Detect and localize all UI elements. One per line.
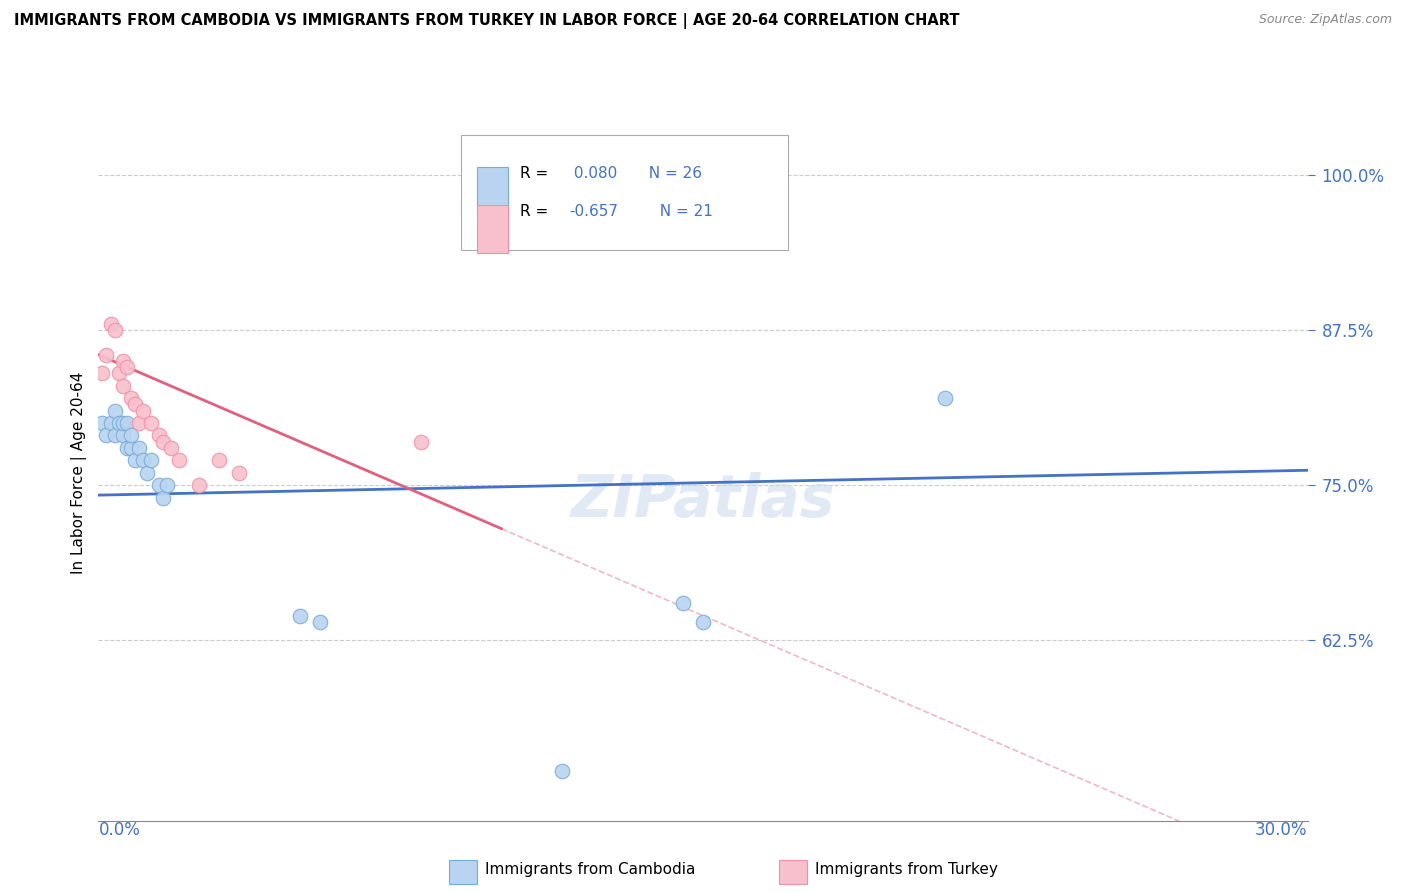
Point	[132, 453, 155, 467]
Point	[111, 416, 134, 430]
Point	[208, 453, 231, 467]
Y-axis label: In Labor Force | Age 20-64: In Labor Force | Age 20-64	[72, 372, 87, 574]
Text: N = 26: N = 26	[638, 166, 702, 181]
Text: Immigrants from Cambodia: Immigrants from Cambodia	[485, 863, 696, 877]
Text: 30.0%: 30.0%	[1256, 821, 1308, 838]
Point	[148, 478, 170, 492]
Text: R =: R =	[520, 166, 554, 181]
Point	[103, 403, 125, 417]
Point	[103, 323, 125, 337]
Point	[132, 403, 155, 417]
Point	[139, 416, 162, 430]
Point	[120, 391, 142, 405]
Point	[120, 441, 142, 455]
Point	[115, 416, 138, 430]
Point	[551, 764, 574, 778]
Point	[135, 466, 157, 480]
Point	[152, 434, 174, 449]
Point	[692, 615, 714, 629]
Point	[100, 317, 122, 331]
Text: 0.0%: 0.0%	[98, 821, 141, 838]
Point	[139, 453, 162, 467]
Point	[128, 416, 150, 430]
Point	[107, 416, 129, 430]
Text: Immigrants from Turkey: Immigrants from Turkey	[815, 863, 998, 877]
Point	[672, 596, 695, 610]
Point	[96, 428, 118, 442]
Point	[124, 453, 146, 467]
Point	[152, 491, 174, 505]
Point	[167, 453, 190, 467]
FancyBboxPatch shape	[477, 205, 509, 253]
Text: IMMIGRANTS FROM CAMBODIA VS IMMIGRANTS FROM TURKEY IN LABOR FORCE | AGE 20-64 CO: IMMIGRANTS FROM CAMBODIA VS IMMIGRANTS F…	[14, 13, 959, 29]
Point	[160, 441, 183, 455]
Point	[107, 367, 129, 381]
Point	[96, 348, 118, 362]
Point	[288, 608, 311, 623]
Point	[115, 360, 138, 375]
Point	[309, 615, 332, 629]
Point	[934, 391, 956, 405]
Point	[120, 428, 142, 442]
Point	[91, 367, 114, 381]
Point	[111, 428, 134, 442]
Point	[91, 416, 114, 430]
FancyBboxPatch shape	[477, 167, 509, 215]
Text: -0.657: -0.657	[569, 204, 617, 219]
FancyBboxPatch shape	[461, 136, 787, 250]
Point	[124, 397, 146, 411]
Point	[409, 434, 432, 449]
Point	[228, 466, 250, 480]
Text: 0.080: 0.080	[569, 166, 617, 181]
Text: R =: R =	[520, 204, 554, 219]
Text: N = 21: N = 21	[650, 204, 713, 219]
Text: Source: ZipAtlas.com: Source: ZipAtlas.com	[1258, 13, 1392, 27]
Point	[111, 379, 134, 393]
Point	[103, 428, 125, 442]
Text: ZIPatlas: ZIPatlas	[571, 472, 835, 529]
Point	[188, 478, 211, 492]
Point	[115, 441, 138, 455]
Point	[156, 478, 179, 492]
Point	[148, 428, 170, 442]
Point	[128, 441, 150, 455]
Point	[100, 416, 122, 430]
Point	[111, 354, 134, 368]
